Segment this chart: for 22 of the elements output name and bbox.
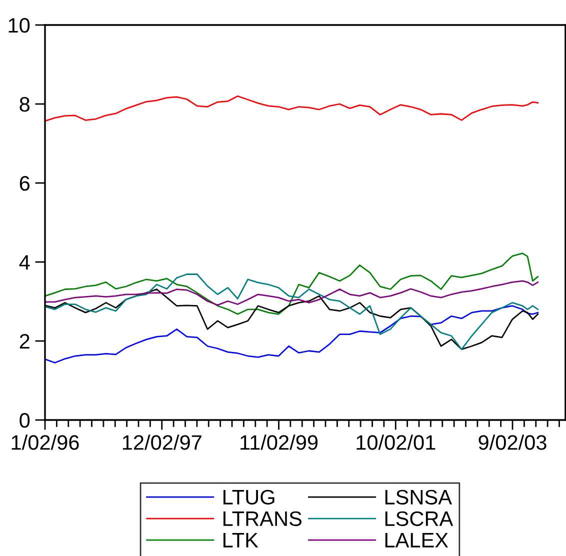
line-series — [45, 95, 539, 122]
x-tick-label: 11/02/99 — [240, 434, 318, 450]
x-tick-label: 10/02/01 — [356, 434, 436, 450]
x-tick-label: 9/02/03 — [478, 434, 546, 450]
legend-label: LSNSA — [385, 490, 452, 505]
line-series — [45, 274, 539, 350]
line-series — [45, 280, 539, 306]
y-tick-label: 0 — [20, 413, 30, 428]
y-tick-label: 10 — [8, 18, 30, 33]
legend-label: LTK — [224, 533, 258, 548]
legend-label: LTUG — [224, 490, 274, 505]
legend-label: LTRANS — [224, 511, 302, 526]
legend-label: LSCRA — [385, 511, 454, 526]
legend-label: LALEX — [385, 533, 448, 548]
x-tick-label: 1/02/96 — [12, 434, 79, 450]
y-tick-label: 4 — [19, 255, 30, 270]
line-series — [45, 305, 539, 364]
x-tick-label: 12/02/97 — [122, 434, 202, 450]
line-series — [45, 252, 539, 315]
y-tick-label: 6 — [20, 176, 30, 191]
y-tick-label: 2 — [20, 334, 30, 349]
y-tick-label: 8 — [20, 97, 30, 112]
